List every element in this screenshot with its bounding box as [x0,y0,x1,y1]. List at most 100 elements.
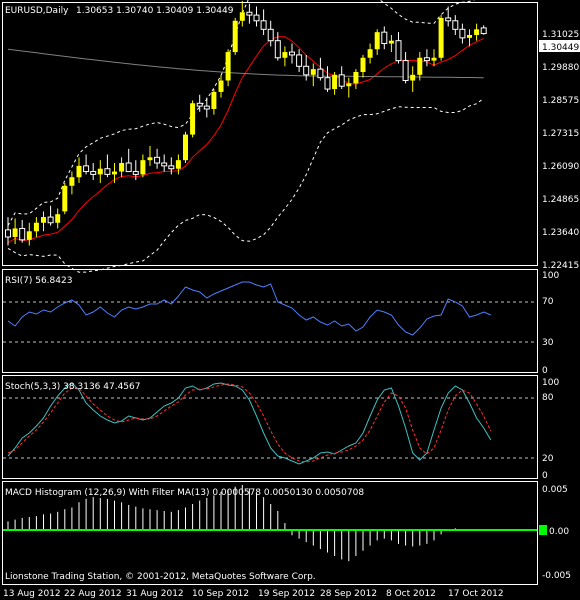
rsi-scale-label: 0 [542,366,548,376]
candle-body [388,40,394,44]
macd-histogram [3,485,537,562]
price-panel-frame [2,2,538,266]
candle-body [140,160,146,175]
candle-body [175,160,181,169]
stoch-scale: 100 80 20 0 [542,378,559,481]
candle-body [104,168,111,175]
candle-body [225,52,231,81]
candle-body [332,74,338,90]
stoch-scale-label: 0 [542,471,548,481]
candle-body [218,80,224,92]
candle-body [69,177,75,186]
stoch-scale-label: 20 [542,454,554,464]
candle-body [26,231,32,240]
time-tick: 31 Aug 2012 [126,589,184,599]
time-tick: 28 Sep 2012 [320,589,377,599]
macd-scale-label: 0.00 [549,527,569,537]
time-tick: 10 Sep 2012 [192,589,249,599]
candle-body [47,216,54,224]
rsi-line [7,281,491,336]
candle-body [41,217,46,223]
price-tick: 1.31025 [542,30,579,40]
candle-body [203,105,210,110]
time-axis: 13 Aug 2012 22 Aug 2012 31 Aug 2012 10 S… [3,589,504,599]
candle-body [267,28,274,42]
candle-body [374,32,380,50]
price-tick: 1.29880 [542,63,579,73]
candle-body [161,162,168,167]
time-tick: 17 Oct 2012 [448,589,504,599]
candle-body [62,185,68,212]
candle-body [431,57,437,61]
macd-scale-label: 0.005 [542,485,568,495]
candle-body [338,74,345,87]
macd-panel-frame [2,481,538,585]
candle-body [452,20,459,30]
candle-body [410,74,416,81]
stochastic-indicator [3,382,537,465]
footer-copyright: Lionstone Trading Station, © 2001-2012, … [5,572,316,582]
candle-body [33,222,39,232]
candle-body [76,165,82,178]
stoch-scale-label: 80 [542,393,554,403]
price-tick: 1.28575 [542,96,579,106]
candle-body [246,11,253,16]
candle-body [346,83,352,87]
candle-body [417,57,423,75]
candle-body [423,57,430,62]
time-tick: 19 Sep 2012 [258,589,315,599]
stoch-signal-line [7,383,492,463]
candle-body [303,65,310,76]
candle-body [353,71,359,84]
candle-body [239,12,245,21]
candle-body [190,103,196,135]
macd-zero-marker [539,525,547,535]
current-price-label: 1.30449 [542,43,579,53]
candle-body [5,229,11,238]
time-tick: 8 Oct 2012 [386,589,436,599]
candle-body [132,171,139,175]
candle-body [19,227,26,241]
candle-body [445,17,452,22]
candle-body [232,20,238,53]
candle-body [381,31,388,45]
candle-body [360,57,366,72]
candle-body [90,171,97,175]
time-tick: 22 Aug 2012 [64,589,122,599]
macd-scale-label: -0.005 [542,571,571,581]
candlesticks [5,0,487,246]
candle-body [168,165,175,170]
price-tick: 1.23640 [542,228,579,238]
candle-body [474,29,480,36]
candle-body [282,52,288,58]
stoch-main-line [7,382,492,465]
rsi-scale-label: 70 [542,297,554,307]
candle-body [125,162,132,173]
candle-body [459,28,466,39]
rsi-indicator [3,281,537,343]
macd-title: MACD Histogram (12,26,9) With Filter MA(… [5,488,364,498]
stoch-title: Stoch(5,3,3) 38.3136 47.4567 [5,382,140,392]
candle-body [324,77,331,90]
candle-body [183,134,188,161]
price-tick: 1.22415 [542,261,579,271]
candle-body [12,228,18,237]
candle-body [253,14,260,22]
rsi-panel-frame [2,269,538,373]
rsi-title: RSI(7) 56.8423 [5,276,72,286]
candle-body [402,60,409,82]
candle-body [97,168,103,175]
candle-body [83,165,90,173]
candle-body [211,91,217,109]
price-tick: 1.24865 [542,195,579,205]
candle-body [147,157,153,161]
candle-body [119,163,125,172]
candle-body [367,49,373,58]
price-tick: 1.27315 [542,129,579,139]
candle-body [112,171,117,175]
candle-body [289,51,295,56]
candle-body [467,35,472,38]
candle-body [438,17,444,58]
stoch-scale-label: 100 [542,378,559,388]
